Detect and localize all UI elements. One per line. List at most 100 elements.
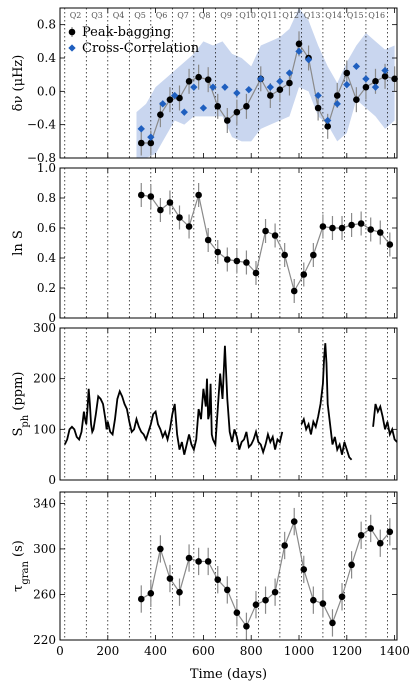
legend-marker	[68, 44, 76, 52]
plot-frame	[59, 7, 398, 159]
data-point	[362, 83, 370, 91]
cross-correlation-point	[276, 77, 284, 86]
quarter-label: Q6	[156, 11, 168, 20]
data-point	[176, 588, 183, 596]
data-point	[348, 561, 355, 569]
data-point	[214, 576, 222, 583]
data-point	[329, 224, 336, 232]
legend-marker	[68, 28, 76, 36]
data-point	[271, 232, 279, 239]
data-point	[204, 76, 212, 83]
cross-correlation-point	[171, 91, 179, 100]
x-axis-label: Time (days)	[190, 667, 267, 682]
data-point	[195, 73, 202, 81]
data-line	[300, 343, 353, 461]
legend-label: Peak-bagging	[82, 25, 171, 40]
quarter-label: Q7	[177, 11, 189, 20]
cross-correlation-point	[333, 100, 341, 108]
y-tick-label: 0.4	[37, 251, 56, 265]
data-point	[324, 123, 331, 130]
data-point	[329, 619, 336, 627]
y-axis-label: Sph (ppm)	[11, 372, 31, 437]
data-point	[233, 609, 241, 616]
data-point	[290, 287, 298, 295]
y-tick-label: 0	[48, 473, 56, 487]
data-point	[262, 596, 269, 604]
data-point	[376, 539, 384, 547]
cross-correlation-point	[199, 104, 208, 112]
data-point	[386, 528, 394, 536]
data-point	[372, 78, 379, 85]
data-point	[137, 191, 145, 199]
data-line	[372, 403, 398, 443]
data-point	[381, 73, 389, 80]
data-point	[343, 69, 351, 77]
quarter-label: Q3	[91, 11, 103, 20]
data-point	[243, 623, 250, 630]
y-tick-label: 1.0	[37, 161, 56, 175]
data-point	[243, 259, 250, 266]
data-point	[233, 108, 241, 116]
data-point	[290, 518, 298, 525]
y-tick-label: 260	[33, 587, 56, 601]
cross-correlation-point	[190, 83, 198, 91]
y-tick-label: 0.0	[37, 84, 56, 98]
panel-1: Q2 Q3 Q4 Q5 Q6 Q7 Q8 Q9 Q10 Q11 Q12 Q13 Q14 Q15 Q16 −0.…	[11, 7, 398, 165]
data-point	[386, 241, 394, 248]
data-point	[166, 96, 174, 103]
y-tick-label: 0.8	[37, 191, 56, 205]
data-point	[252, 269, 260, 277]
y-tick-label: 0.2	[37, 281, 56, 295]
data-point	[353, 96, 360, 103]
data-point	[157, 545, 164, 553]
y-tick-label: 300	[33, 542, 56, 556]
data-point	[319, 600, 327, 607]
quarter-label: Q15	[347, 11, 364, 20]
plot-frame	[59, 327, 398, 481]
data-point	[252, 601, 260, 609]
legend-label: Cross-Correlation	[82, 41, 200, 56]
cross-correlation-point	[245, 85, 253, 94]
cross-correlation-point	[324, 116, 332, 125]
y-axis-label: ln S	[11, 230, 26, 256]
panel-2: 0 0.2 0.4 0.6 0.8 1.0 ln S	[11, 161, 398, 325]
data-point	[367, 226, 375, 233]
quarter-label: Q4	[113, 11, 125, 20]
cross-correlation-point	[352, 62, 361, 71]
cross-correlation-point	[233, 89, 241, 97]
data-point	[286, 79, 293, 87]
data-point	[224, 256, 231, 263]
uncertainty-band	[136, 8, 395, 158]
x-tick-label: 400	[144, 644, 167, 658]
x-tick-label: 1200	[332, 644, 363, 658]
panel-4: 220 260 300 340 τgran (s) 0 200 400 600 800 1000 12…	[11, 491, 410, 658]
y-tick-label: 220	[33, 633, 56, 647]
data-point	[262, 227, 269, 235]
data-point	[391, 75, 398, 83]
data-point	[166, 575, 174, 582]
plot-frame	[59, 167, 398, 319]
data-point	[271, 588, 279, 596]
cross-correlation-point	[159, 100, 167, 108]
data-point	[176, 214, 183, 221]
data-point	[176, 94, 183, 102]
x-tick-label: 1000	[284, 644, 315, 658]
cross-correlation-point	[137, 125, 145, 133]
data-point	[224, 117, 231, 124]
data-line	[63, 345, 284, 456]
data-point	[300, 566, 308, 573]
quarter-label: Q5	[134, 11, 146, 20]
data-point	[376, 229, 384, 236]
panel-3: 0 100 200 300 Sph (ppm)	[11, 321, 398, 487]
quarter-label: Q12	[282, 11, 299, 20]
data-point	[157, 111, 164, 118]
y-tick-label: 100	[33, 422, 56, 436]
data-point	[310, 251, 317, 259]
quarter-label: Q13	[304, 11, 321, 20]
data-point	[319, 223, 327, 230]
data-point	[357, 220, 365, 227]
quarter-label: Q10	[239, 11, 256, 20]
data-point	[147, 193, 155, 200]
data-point	[295, 40, 303, 48]
